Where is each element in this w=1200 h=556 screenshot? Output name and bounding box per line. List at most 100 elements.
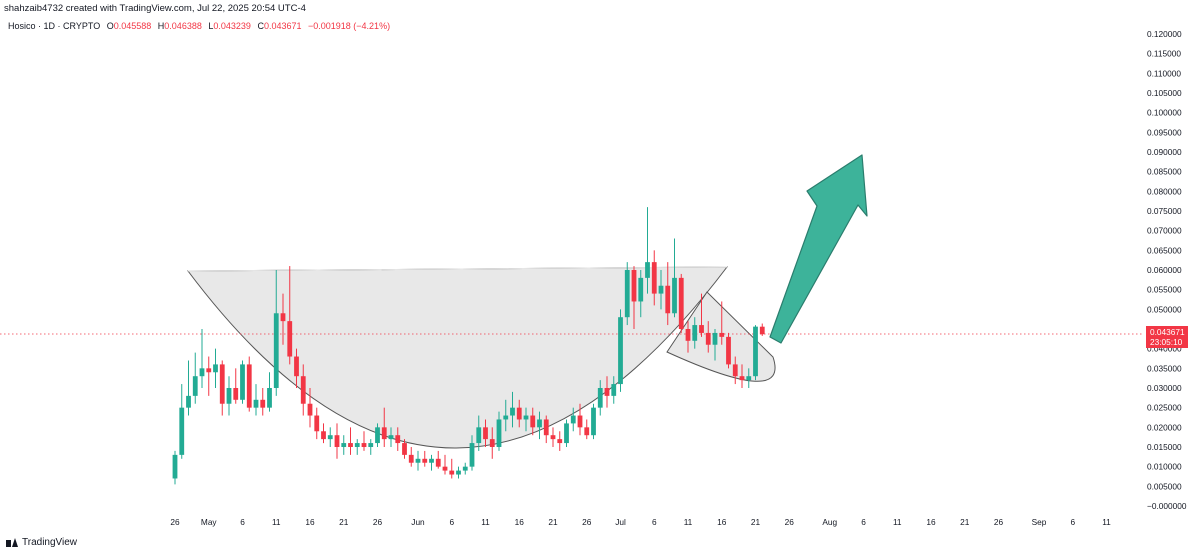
candle-body [260, 399, 266, 408]
candle-body [429, 458, 434, 463]
low-label: L [208, 21, 214, 31]
candle-body [206, 368, 212, 373]
candle-body [233, 388, 239, 400]
candle-body [327, 435, 333, 440]
time-tick-label: 6 [861, 517, 866, 527]
candle-body [280, 313, 286, 322]
candle-body [361, 443, 367, 447]
candle-body [186, 395, 191, 408]
candle-body [213, 364, 218, 373]
price-tick-label: 0.020000 [1147, 422, 1182, 432]
last-price-value: 0.043671 [1150, 327, 1185, 337]
candle-body [375, 427, 380, 444]
price-tick-label: −0.000000 [1147, 501, 1187, 511]
time-tick-label: 26 [373, 517, 383, 527]
close-value: 0.043671 [263, 21, 302, 31]
last-price-label: 0.043671 23:05:10 [1146, 326, 1188, 348]
candle-body [759, 326, 765, 335]
price-tick-label: 0.025000 [1147, 403, 1182, 413]
price-tick-label: 0.065000 [1147, 245, 1182, 255]
candle-body [300, 376, 306, 404]
candle-body [712, 332, 718, 345]
candle-body [422, 458, 428, 463]
candle-body [557, 439, 563, 444]
cup-rim-line [187, 266, 728, 272]
candle-body [584, 427, 590, 436]
candle-body [489, 439, 495, 447]
time-tick-label: 16 [305, 517, 315, 527]
candle-body [692, 325, 698, 341]
candle-body [348, 443, 353, 447]
tradingview-brand[interactable]: TradingView [6, 537, 77, 548]
price-tick-label: 0.075000 [1147, 206, 1182, 216]
price-tick-label: 0.090000 [1147, 147, 1182, 157]
tradingview-logo-icon [6, 537, 18, 548]
candle-body [597, 388, 603, 408]
price-tick-label: 0.070000 [1147, 226, 1182, 236]
candle-body [564, 423, 569, 444]
candle-body [354, 443, 360, 447]
time-axis[interactable]: 26 May 6 11 16 21 26 Jun 6 11 16 21 26 Jul 6 11 16 21 26 Au… [170, 517, 1111, 527]
candle-body [638, 277, 644, 302]
time-tick-label: May [201, 517, 218, 527]
symbol-name[interactable]: Hosico · 1D · CRYPTO [8, 21, 101, 31]
high-value: 0.046388 [164, 21, 202, 31]
time-tick-label: Sep [1032, 517, 1047, 527]
price-tick-label: 0.085000 [1147, 167, 1182, 177]
candle-body [543, 419, 549, 436]
candle-body [510, 407, 515, 416]
price-tick-label: 0.120000 [1147, 29, 1182, 39]
candle-body [719, 332, 725, 337]
candle-body [192, 376, 198, 396]
candle-body [577, 415, 583, 428]
time-tick-label: 16 [926, 517, 936, 527]
candle-body [746, 376, 752, 381]
candle-body [753, 326, 758, 377]
price-tick-label: 0.040000 [1147, 344, 1182, 354]
candle-body [395, 435, 401, 444]
time-tick-label: 11 [481, 517, 490, 527]
candle-body [314, 415, 320, 432]
high-label: H [157, 21, 165, 31]
candle-body [739, 376, 745, 381]
candle-body [645, 262, 650, 278]
price-tick-label: 0.100000 [1147, 108, 1182, 118]
time-tick-label: 21 [548, 517, 558, 527]
candle-body [368, 443, 374, 447]
price-tick-label: 0.050000 [1147, 304, 1182, 314]
candle-body [699, 325, 704, 333]
candle-body [462, 466, 468, 471]
price-tick-label: 0.080000 [1147, 186, 1182, 196]
time-tick-label: 16 [717, 517, 727, 527]
candle-body [550, 435, 556, 440]
price-axis[interactable]: 0.120000 0.115000 0.110000 0.105000 0.100000… [1147, 29, 1187, 511]
time-tick-label: 11 [684, 517, 693, 527]
candle-body [611, 384, 617, 396]
time-tick-label: Jun [411, 517, 425, 527]
change-value: −0.001918 (−4.21%) [308, 21, 391, 31]
candle-body [179, 407, 185, 455]
candle-body [483, 427, 488, 440]
candle-body [456, 470, 461, 475]
candle-body [388, 435, 394, 440]
candle-body [537, 419, 542, 428]
candle-body [449, 470, 455, 475]
candle-body [321, 431, 326, 440]
price-tick-label: 0.005000 [1147, 481, 1182, 491]
candle-body [618, 317, 623, 385]
candle-body [435, 458, 441, 467]
candle-body [658, 285, 664, 294]
candle-body [604, 388, 610, 396]
brand-label: TradingView [22, 537, 78, 548]
candle-body [591, 407, 596, 436]
candle-body [530, 415, 536, 428]
candle-body [253, 399, 259, 408]
candle-body [476, 427, 482, 444]
candle-body [273, 313, 279, 388]
attribution-text: shahzaib4732 created with TradingView.co… [4, 3, 306, 14]
candle-body [631, 270, 637, 302]
candle-body [226, 388, 232, 404]
candle-body [672, 277, 677, 314]
candle-body [570, 415, 576, 424]
